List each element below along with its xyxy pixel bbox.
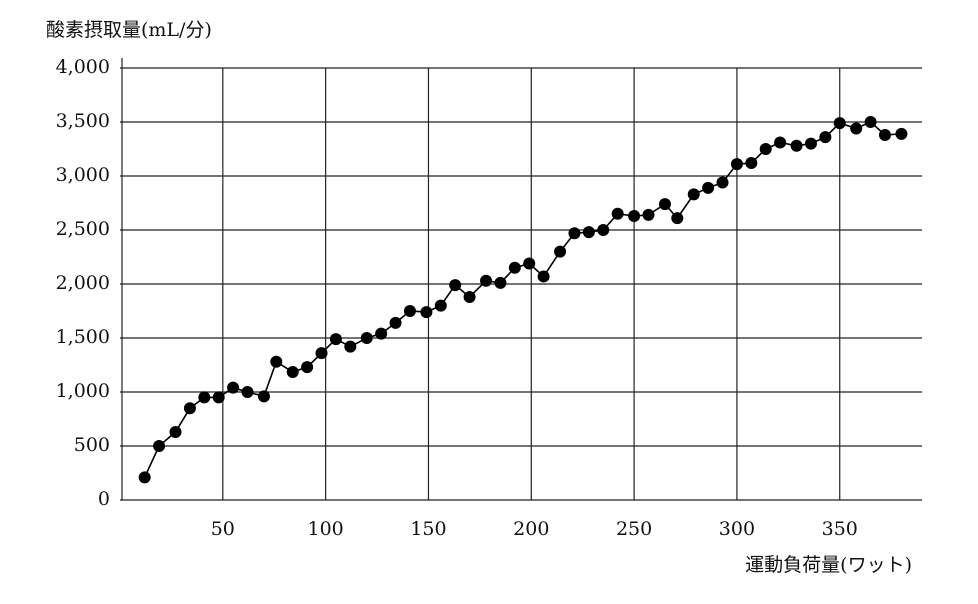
- data-point: [687, 188, 700, 201]
- data-point: [642, 208, 655, 221]
- data-point: [611, 207, 624, 220]
- y-tick-label: 2,000: [56, 272, 110, 294]
- y-axis-title: 酸素摂取量(mL/分): [46, 19, 212, 41]
- data-point: [790, 139, 803, 152]
- data-point: [537, 270, 550, 283]
- data-line: [143, 121, 902, 478]
- data-point: [850, 122, 863, 135]
- data-point: [568, 227, 581, 240]
- data-point: [804, 137, 817, 150]
- data-point: [360, 332, 373, 344]
- data-point: [864, 116, 877, 128]
- data-point: [153, 440, 166, 452]
- data-point: [241, 386, 254, 398]
- x-tick-label: 350: [822, 518, 858, 540]
- data-point: [628, 209, 641, 222]
- data-point: [315, 347, 328, 360]
- data-point: [389, 316, 402, 329]
- data-point: [463, 290, 476, 303]
- data-point: [597, 224, 610, 236]
- y-tick-label: 2,500: [56, 218, 110, 240]
- y-tick-label: 500: [74, 434, 110, 456]
- data-point: [286, 366, 299, 379]
- data-point: [183, 402, 196, 415]
- y-tick-label: 1,500: [56, 326, 110, 348]
- y-tick-label: 3,000: [56, 164, 110, 186]
- data-point: [554, 245, 567, 258]
- data-point: [420, 306, 433, 319]
- data-point: [227, 381, 240, 394]
- data-point: [833, 117, 846, 130]
- data-point: [344, 340, 357, 353]
- data-point: [819, 131, 832, 144]
- data-point: [508, 261, 521, 274]
- data-point: [523, 257, 536, 270]
- x-tick-label: 300: [719, 518, 755, 540]
- data-point: [403, 305, 416, 317]
- y-tick-label: 1,000: [56, 380, 110, 402]
- x-axis-title: 運動負荷量(ワット): [745, 554, 912, 576]
- data-point: [895, 127, 908, 140]
- data-point: [582, 226, 595, 239]
- data-point: [658, 198, 671, 211]
- data-point: [329, 333, 342, 346]
- x-tick-label: 150: [410, 518, 446, 540]
- data-point: [494, 276, 507, 289]
- data-point: [774, 136, 787, 149]
- data-point: [745, 157, 758, 170]
- data-point: [702, 181, 715, 194]
- data-point: [375, 327, 388, 340]
- data-point: [198, 391, 211, 404]
- data-point: [759, 143, 772, 155]
- data-point: [449, 279, 462, 292]
- data-point: [716, 176, 729, 189]
- data-point: [878, 128, 891, 141]
- x-tick-label: 250: [616, 518, 652, 540]
- data-point: [671, 212, 684, 225]
- x-tick-label: 100: [308, 518, 344, 540]
- data-point: [480, 274, 493, 287]
- x-tick-label: 200: [513, 518, 549, 540]
- data-point: [730, 158, 743, 171]
- data-point: [270, 355, 283, 368]
- y-tick-label: 3,500: [56, 110, 110, 132]
- data-point: [169, 425, 182, 438]
- data-point: [138, 471, 151, 484]
- x-tick-label: 50: [211, 518, 235, 540]
- y-tick-label: 0: [98, 488, 110, 510]
- data-point: [257, 390, 270, 403]
- data-point: [434, 299, 447, 312]
- y-tick-label: 4,000: [56, 56, 110, 78]
- data-point: [301, 361, 314, 374]
- data-point: [212, 391, 225, 404]
